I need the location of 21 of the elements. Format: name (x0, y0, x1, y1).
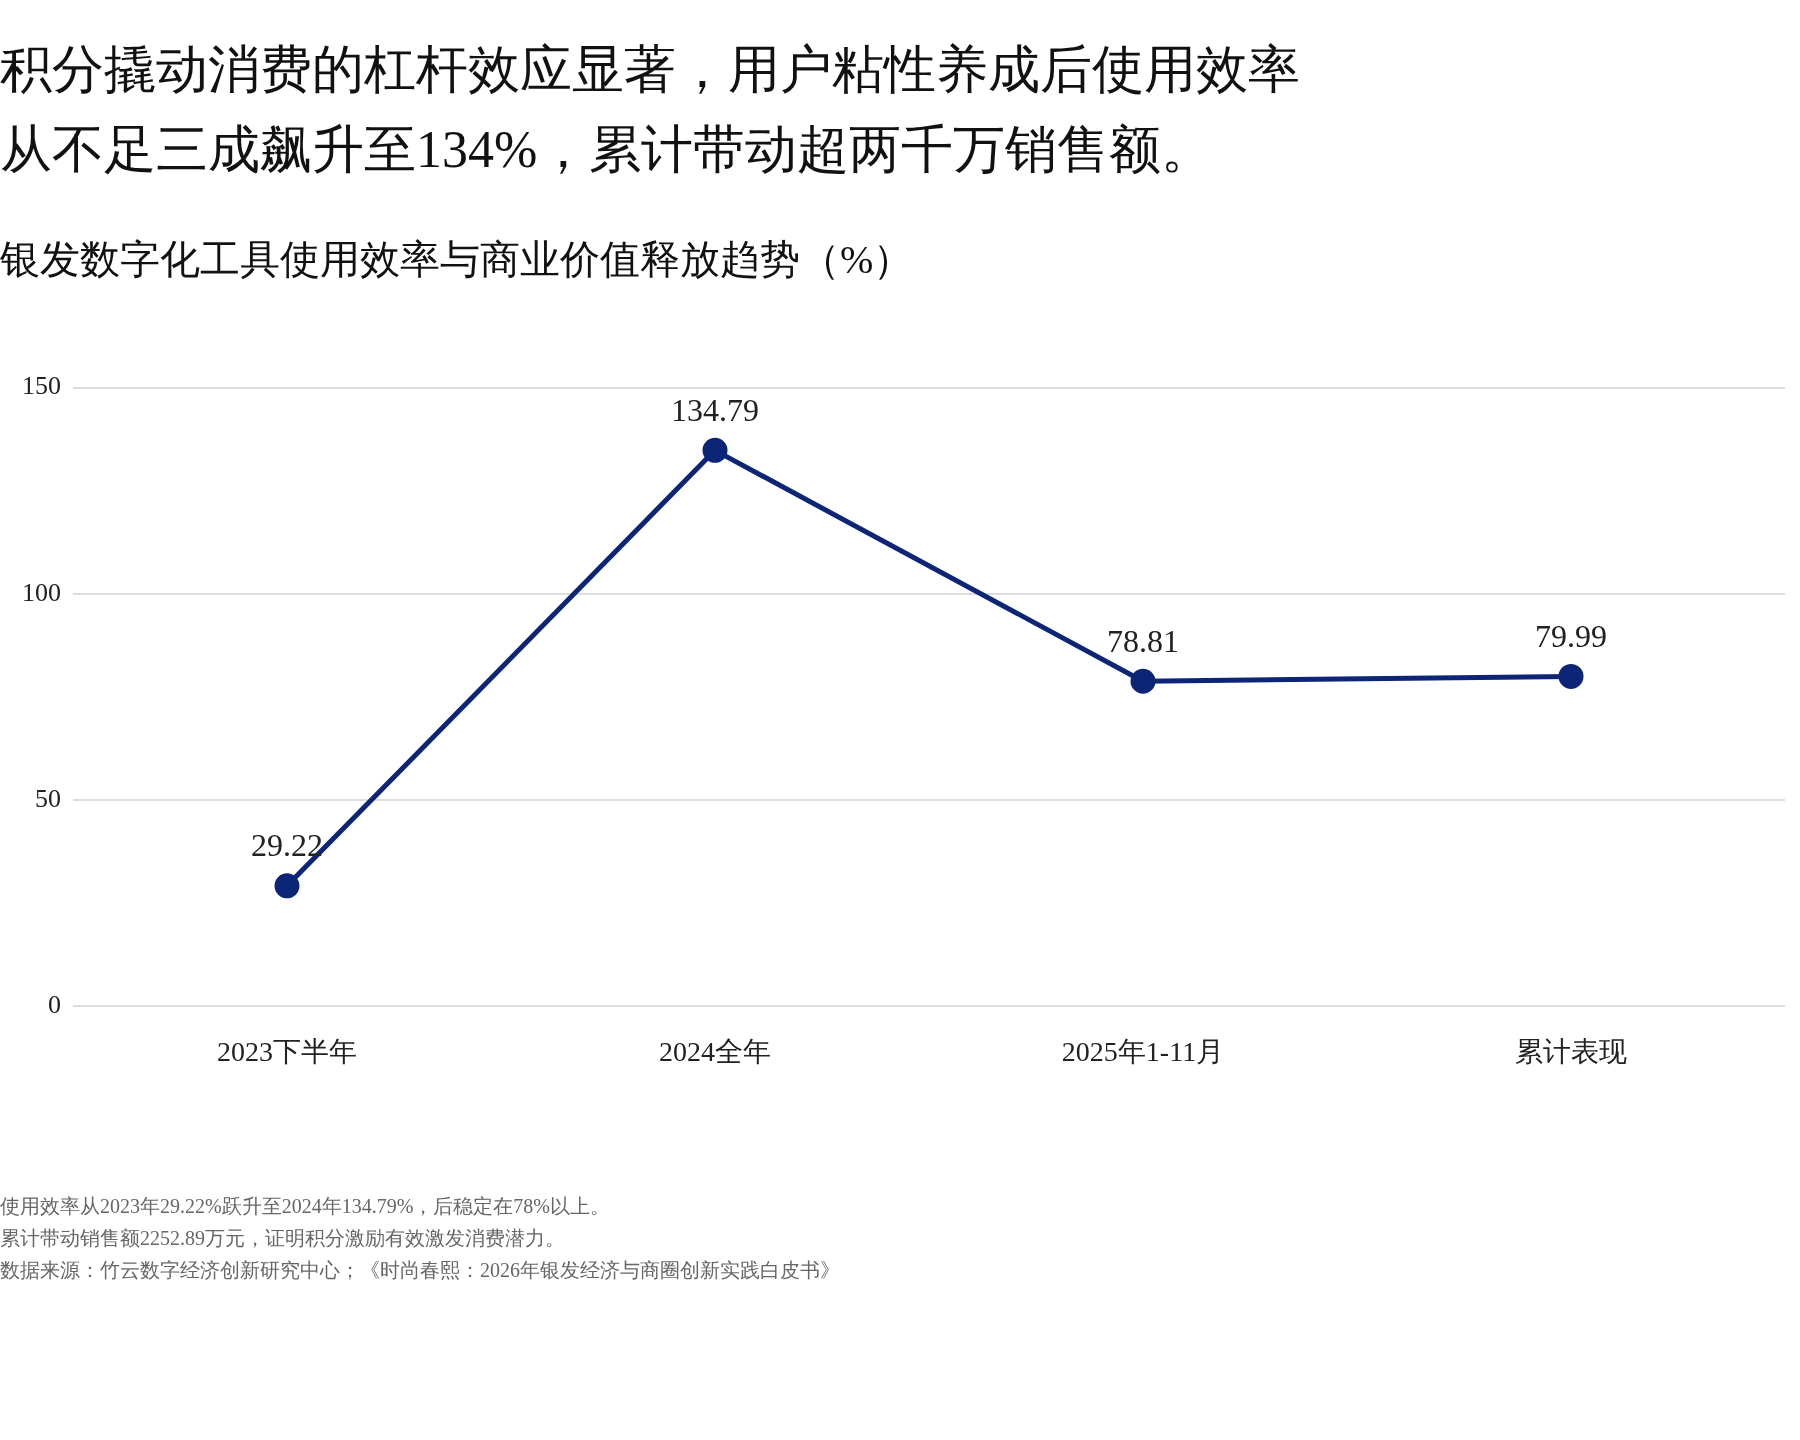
data-label: 78.81 (1107, 622, 1179, 659)
x-tick-label: 2025年1-11月 (1061, 1035, 1225, 1067)
data-label: 29.22 (251, 827, 323, 864)
data-label: 134.79 (671, 391, 759, 428)
text: 使用效率从2023年29.22%跃升至2024年134.79%，后稳定在78%以上。 (0, 1194, 611, 1219)
data-label: 79.99 (1535, 617, 1607, 654)
point (274, 873, 300, 899)
point (702, 437, 728, 463)
y-tick-label: 150 (22, 371, 61, 401)
x-tick-label: 累计表现 (1515, 1035, 1627, 1067)
y-tick-label: 50 (35, 783, 61, 813)
x-tick-label: 2024全年 (659, 1035, 771, 1067)
text: 累计带动销售额2252.89万元，证明积分激励有效激发消费潜力。 (0, 1226, 566, 1251)
chart-subtitle: 银发数字化工具使用效率与商业价值释放趋势（%） (0, 236, 914, 284)
source-note: 数据来源：竹云数字经济创新研究中心；《时尚春熙：2026年银发经济与商圈创新实践白皮书》 (0, 1258, 840, 1283)
point (1130, 668, 1156, 694)
chart-title: 积分撬动消费的杠杆效应显著，用户粘性养成后使用效率从不足三成飙升至134%，累计带动超两千万销售额。 (0, 40, 1301, 180)
point (1558, 663, 1584, 689)
y-tick-label: 100 (22, 577, 61, 607)
x-tick-label: 2023下半年 (217, 1035, 357, 1067)
y-tick-label: 0 (48, 990, 61, 1020)
